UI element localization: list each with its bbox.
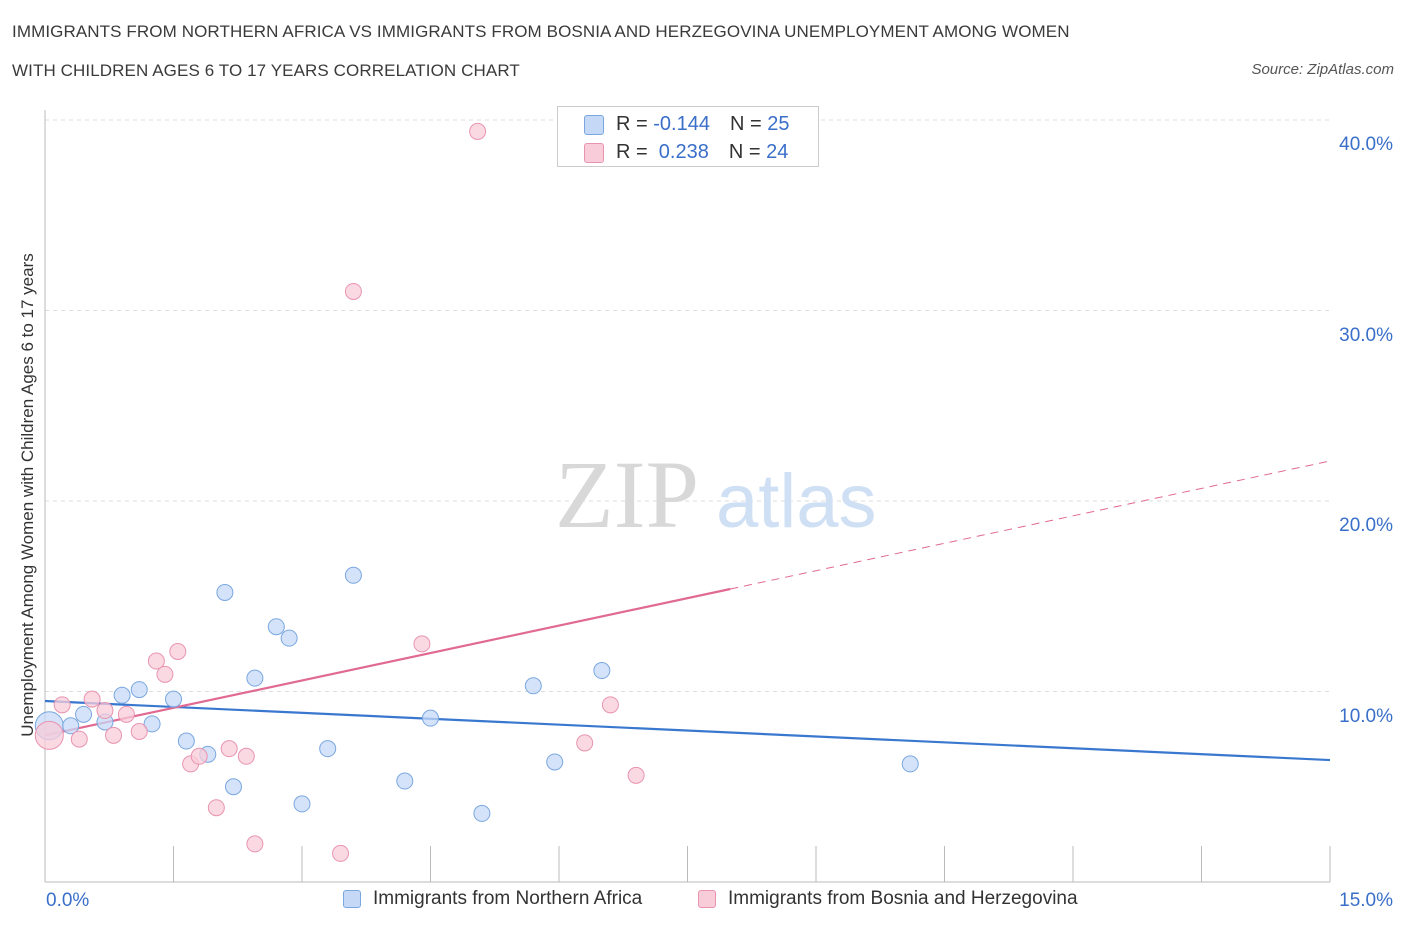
r-label: R = (616, 113, 648, 135)
point-pink-2 (70, 730, 88, 748)
point-blue-24 (901, 755, 919, 773)
point-blue-16 (319, 740, 337, 758)
r-value: 0.238 (653, 141, 709, 163)
legend-label-bosnia: Immigrants from Bosnia and Herzegovina (728, 888, 1078, 909)
point-blue-17 (344, 566, 362, 584)
trendline-1-dashed (730, 460, 1331, 590)
point-blue-4 (113, 686, 131, 704)
point-blue-8 (177, 732, 195, 750)
legend-item-northern-africa[interactable]: Immigrants from Northern Africa (343, 888, 642, 910)
trendline-0 (44, 699, 1331, 762)
y-tick-label-2: 30.0% (1339, 324, 1393, 346)
point-blue-19 (422, 709, 439, 727)
y-axis-label: Unemployment Among Women with Children A… (18, 253, 37, 737)
point-pink-19 (413, 635, 431, 653)
y-tick-label-3: 40.0% (1339, 134, 1393, 155)
point-pink-4 (96, 702, 114, 720)
point-pink-10 (169, 642, 187, 660)
watermark-zip: ZIP (555, 441, 699, 548)
stats-row-bosnia: R = 0.238 N = 24 (584, 141, 788, 164)
point-blue-14 (280, 629, 298, 647)
point-blue-2 (75, 705, 93, 723)
source-label: Source: ZipAtlas.com (1251, 61, 1394, 78)
x-tick-label-min: 0.0% (46, 890, 90, 911)
y-tick-label-0: 10.0% (1339, 705, 1393, 727)
trend-lines (44, 460, 1331, 762)
watermark-atlas: atlas (716, 459, 877, 544)
trendline-1-solid (44, 587, 731, 737)
point-blue-13 (267, 618, 285, 636)
point-pink-17 (332, 844, 350, 862)
legend-label-northern-africa: Immigrants from Northern Africa (373, 888, 643, 909)
point-blue-7 (165, 690, 182, 708)
point-pink-12 (190, 747, 208, 765)
point-blue-10 (216, 583, 234, 601)
stats-legend: R = -0.144 N = 25 R = 0.238 N = 24 (557, 106, 819, 167)
point-pink-0 (34, 720, 64, 750)
grid-lines (45, 119, 1330, 692)
x-tick-label-max: 15.0% (1339, 890, 1393, 911)
point-blue-11 (224, 778, 242, 796)
point-pink-16 (246, 835, 264, 853)
legend-swatch-blue (343, 890, 361, 908)
point-blue-23 (593, 662, 611, 680)
watermark: ZIP atlas (555, 441, 877, 548)
point-pink-22 (601, 696, 619, 714)
legend-swatch-pink (698, 890, 716, 908)
point-blue-20 (473, 804, 491, 822)
point-blue-15 (293, 795, 311, 813)
n-label: N = (728, 141, 761, 163)
point-pink-3 (83, 690, 101, 708)
legend-item-bosnia[interactable]: Immigrants from Bosnia and Herzegovina (698, 888, 1078, 910)
point-blue-21 (524, 677, 542, 695)
data-points (34, 122, 919, 862)
point-pink-20 (469, 122, 487, 140)
point-blue-22 (546, 753, 564, 771)
point-pink-6 (117, 705, 135, 723)
point-pink-8 (147, 652, 165, 670)
point-pink-15 (237, 747, 255, 765)
point-pink-13 (207, 799, 225, 817)
stats-row-northern-africa: R = -0.144 N = 25 (584, 113, 789, 136)
y-tick-label-1: 20.0% (1339, 515, 1393, 536)
point-blue-5 (130, 681, 148, 699)
r-label: R = (616, 141, 648, 163)
point-pink-9 (156, 665, 174, 683)
axes (44, 110, 1331, 883)
point-blue-18 (396, 772, 414, 790)
point-blue-6 (143, 715, 161, 733)
chart-title-line2: WITH CHILDREN AGES 6 TO 17 YEARS CORRELA… (12, 61, 520, 80)
n-value: 25 (767, 113, 790, 135)
point-pink-23 (627, 766, 645, 784)
stats-swatch-pink (584, 142, 604, 163)
point-pink-18 (344, 282, 362, 300)
point-pink-21 (576, 734, 594, 752)
chart-title-line1: IMMIGRANTS FROM NORTHERN AFRICA VS IMMIG… (12, 22, 1070, 41)
point-blue-1 (62, 717, 80, 735)
point-pink-14 (220, 740, 238, 758)
n-label: N = (729, 113, 762, 135)
point-pink-5 (105, 726, 123, 744)
stats-swatch-blue (584, 114, 604, 135)
r-value: -0.144 (653, 113, 710, 135)
n-value: 24 (766, 141, 789, 163)
series-legend: Immigrants from Northern Africa Immigran… (0, 888, 1406, 918)
point-blue-12 (246, 669, 264, 687)
point-pink-7 (130, 723, 148, 741)
point-pink-1 (53, 696, 71, 714)
